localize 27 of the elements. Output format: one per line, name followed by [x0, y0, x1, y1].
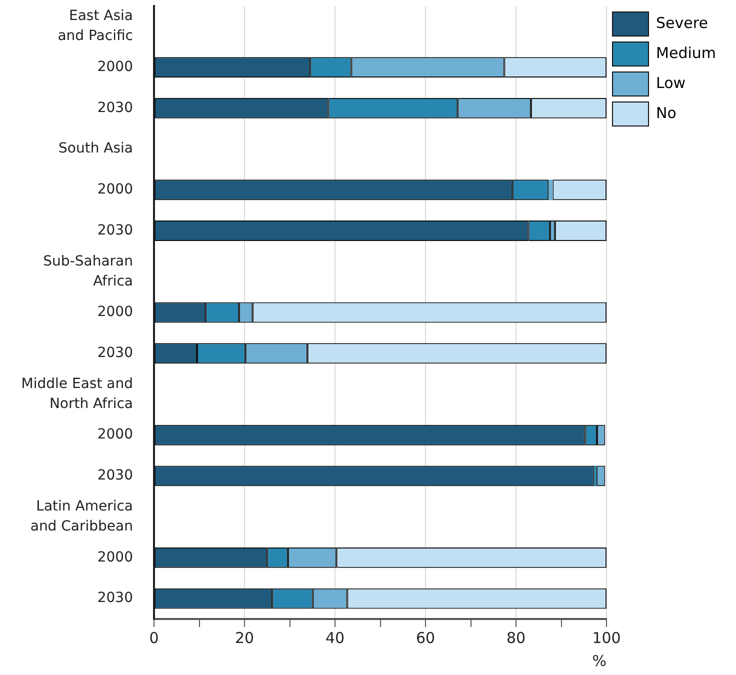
y-tick-label: 2030: [97, 590, 133, 606]
x-axis-title: %: [592, 652, 607, 670]
legend-label: Medium: [656, 44, 716, 62]
x-tick-label: 40: [325, 628, 345, 647]
x-tick-label: 20: [234, 628, 254, 647]
x-tick-label: 80: [506, 628, 526, 647]
x-tick-label: 0: [149, 628, 159, 647]
y-tick-label: 2030: [97, 222, 133, 238]
y-tick-label: 2000: [97, 549, 133, 566]
y-tick-label: 2000: [97, 304, 133, 320]
legend-label: Low: [656, 74, 686, 92]
y-tick-label: Sub-Saharan Africa: [43, 253, 133, 290]
y-tick-label: 2030: [97, 100, 133, 116]
y-tick-label: Latin America and Caribbean: [30, 498, 133, 534]
legend-label: Severe: [656, 14, 708, 32]
y-tick-label: 2000: [97, 58, 133, 75]
y-tick-label: 2030: [97, 468, 133, 484]
y-tick-label: South Asia: [58, 140, 133, 157]
y-tick-label: East Asia and Pacific: [58, 8, 133, 44]
legend-label: No: [656, 104, 676, 122]
x-tick-label: 60: [416, 628, 436, 647]
y-tick-label: Middle East and North Africa: [21, 376, 133, 412]
y-tick-label: 2030: [97, 345, 133, 362]
y-tick-label: 2000: [97, 182, 133, 198]
bar: [548, 180, 553, 200]
x-tick-label: 100: [592, 628, 621, 647]
y-tick-label: 2000: [97, 426, 133, 443]
